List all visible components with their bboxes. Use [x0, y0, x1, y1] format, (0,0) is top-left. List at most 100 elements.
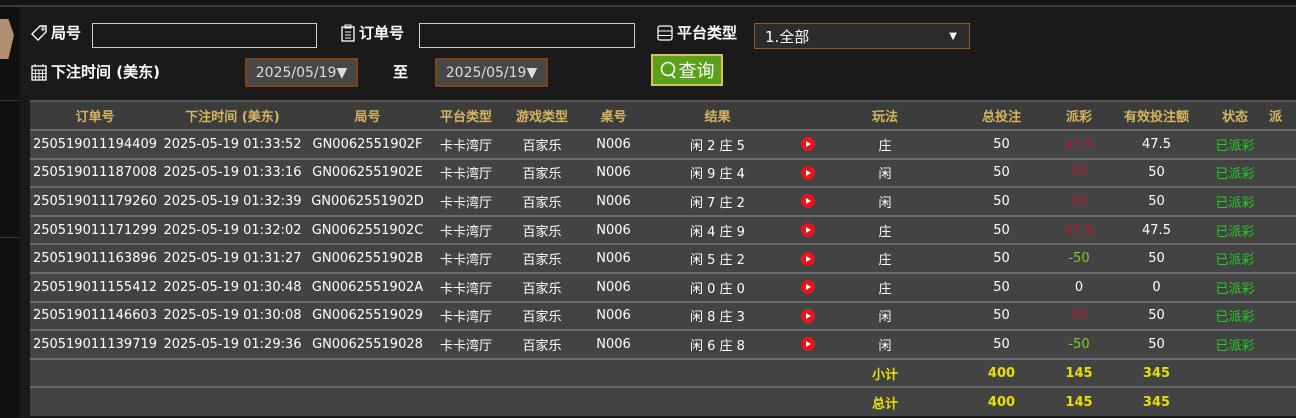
- total-bet: 50: [945, 186, 1058, 216]
- bet-time: 2025-05-19 01:33:16: [160, 157, 305, 188]
- result: 闲 0 庄 0: [645, 271, 790, 302]
- status-badge: 已派彩: [1213, 157, 1257, 188]
- payout: -50: [1058, 243, 1100, 273]
- game-type: 百家乐: [502, 329, 582, 359]
- round-input[interactable]: [92, 23, 317, 48]
- to-label: 至: [393, 63, 409, 81]
- table-row: 250519011194409 2025-05-19 01:33:52 GN0062…: [30, 129, 1296, 159]
- round-number: GN0062551902B: [305, 243, 430, 273]
- platform-type: 卡卡湾厅: [430, 329, 502, 359]
- tag-icon: [31, 24, 47, 41]
- status-badge: 已派彩: [1213, 329, 1257, 359]
- play-video-icon[interactable]: [800, 337, 815, 352]
- game-type: 百家乐: [502, 271, 582, 302]
- bet-time-label: 下注时间 (美东): [30, 61, 160, 82]
- result: 闲 4 庄 9: [645, 214, 790, 245]
- top-bar: [0, 0, 1296, 7]
- total-bet: 400: [945, 386, 1058, 416]
- table-number: N006: [582, 214, 645, 245]
- bet-time: 2025-05-19 01:30:48: [160, 271, 305, 302]
- table-number: N006: [582, 271, 645, 302]
- round-number: GN0062551902D: [305, 186, 430, 216]
- extra-cell: [1257, 243, 1296, 273]
- round-number: GN00625519029: [305, 300, 430, 331]
- valid-bet: 50: [1100, 157, 1213, 188]
- extra-cell: [1257, 157, 1296, 188]
- play-type: 闲: [825, 300, 945, 331]
- play-video-icon[interactable]: [800, 308, 815, 323]
- game-type: 百家乐: [502, 129, 582, 159]
- game-type: 百家乐: [502, 300, 582, 331]
- table-number: N006: [582, 300, 645, 331]
- game-type: 百家乐: [502, 157, 582, 188]
- valid-bet: 0: [1100, 271, 1213, 302]
- platform-type: 卡卡湾厅: [430, 271, 502, 302]
- column-header: 订单号: [30, 100, 160, 130]
- total-bet: 50: [945, 329, 1058, 359]
- play-video-icon[interactable]: [800, 194, 815, 209]
- bet-time: 2025-05-19 01:32:02: [160, 214, 305, 245]
- round-number: GN0062551902C: [305, 214, 430, 245]
- extra-cell: [1257, 186, 1296, 216]
- status-badge: 已派彩: [1213, 129, 1257, 159]
- total-bet: 50: [945, 271, 1058, 302]
- order-number: 250519011139719: [30, 329, 160, 359]
- bet-time: 2025-05-19 01:32:39: [160, 186, 305, 216]
- subtotal-valid: 345: [1100, 357, 1213, 388]
- table-row: 250519011179260 2025-05-19 01:32:39 GN0062…: [30, 186, 1296, 216]
- play-type: 庄: [825, 243, 945, 273]
- subtotal-payout: 145: [1058, 357, 1100, 388]
- table-number: N006: [582, 329, 645, 359]
- platform-type: 卡卡湾厅: [430, 157, 502, 188]
- order-number: 250519011163896: [30, 243, 160, 273]
- clipboard-icon: [341, 24, 355, 42]
- table-row: 250519011146603 2025-05-19 01:30:08 GN0062…: [30, 300, 1296, 331]
- valid-bet: 50: [1100, 186, 1213, 216]
- valid-bet: 50: [1100, 243, 1213, 273]
- spacer: [1213, 386, 1296, 416]
- column-header: 桌号: [582, 100, 645, 130]
- result: 闲 8 庄 3: [645, 300, 790, 331]
- bet-time: 2025-05-19 01:33:52: [160, 129, 305, 159]
- total-bet: 50: [945, 214, 1058, 245]
- play-type: 闲: [825, 186, 945, 216]
- column-header: 结果: [645, 100, 790, 130]
- left-sidebar: [0, 7, 20, 418]
- spacer: [30, 386, 825, 416]
- platform-type: 卡卡湾厅: [430, 243, 502, 273]
- table-number: N006: [582, 186, 645, 216]
- play-video-icon[interactable]: [800, 280, 815, 295]
- video-cell: [790, 157, 825, 188]
- order-label: 订单号: [340, 22, 404, 43]
- table-row: 250519011139719 2025-05-19 01:29:36 GN0062…: [30, 329, 1296, 359]
- column-header: 派彩: [1058, 100, 1100, 130]
- column-header: 总投注: [945, 100, 1058, 130]
- table-number: N006: [582, 129, 645, 159]
- query-button[interactable]: 查询: [651, 54, 723, 86]
- platform-select[interactable]: 1.全部 ▼: [754, 23, 970, 49]
- server-list-icon: [657, 24, 673, 41]
- date-from-picker[interactable]: 2025/05/19▼: [245, 58, 358, 87]
- game-type: 百家乐: [502, 186, 582, 216]
- extra-cell: [1257, 214, 1296, 245]
- platform-type: 卡卡湾厅: [430, 300, 502, 331]
- payout: 50: [1058, 300, 1100, 331]
- column-header: [790, 100, 825, 130]
- video-cell: [790, 129, 825, 159]
- round-number: GN0062551902A: [305, 271, 430, 302]
- spacer: [1213, 357, 1296, 388]
- spacer: [30, 357, 825, 388]
- play-video-icon[interactable]: [800, 223, 815, 238]
- order-input[interactable]: [419, 23, 635, 48]
- play-video-icon[interactable]: [800, 137, 815, 152]
- play-video-icon[interactable]: [800, 165, 815, 180]
- bet-time: 2025-05-19 01:30:08: [160, 300, 305, 331]
- sidebar-toggle-tab[interactable]: [0, 19, 14, 59]
- table-row: 250519011187008 2025-05-19 01:33:16 GN0062…: [30, 157, 1296, 188]
- total-valid: 345: [1100, 386, 1213, 416]
- date-to-picker[interactable]: 2025/05/19▼: [435, 58, 548, 87]
- play-video-icon[interactable]: [800, 251, 815, 266]
- payout: -50: [1058, 329, 1100, 359]
- valid-bet: 47.5: [1100, 129, 1213, 159]
- video-cell: [790, 186, 825, 216]
